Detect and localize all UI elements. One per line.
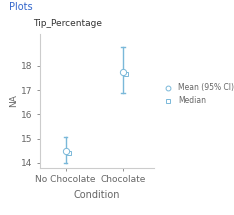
Text: Plots: Plots [9,2,33,12]
Text: Tip_Percentage: Tip_Percentage [33,19,102,28]
Y-axis label: NA: NA [9,95,18,108]
X-axis label: Condition: Condition [74,190,120,200]
Legend: Mean (95% CI), Median: Mean (95% CI), Median [161,83,234,105]
